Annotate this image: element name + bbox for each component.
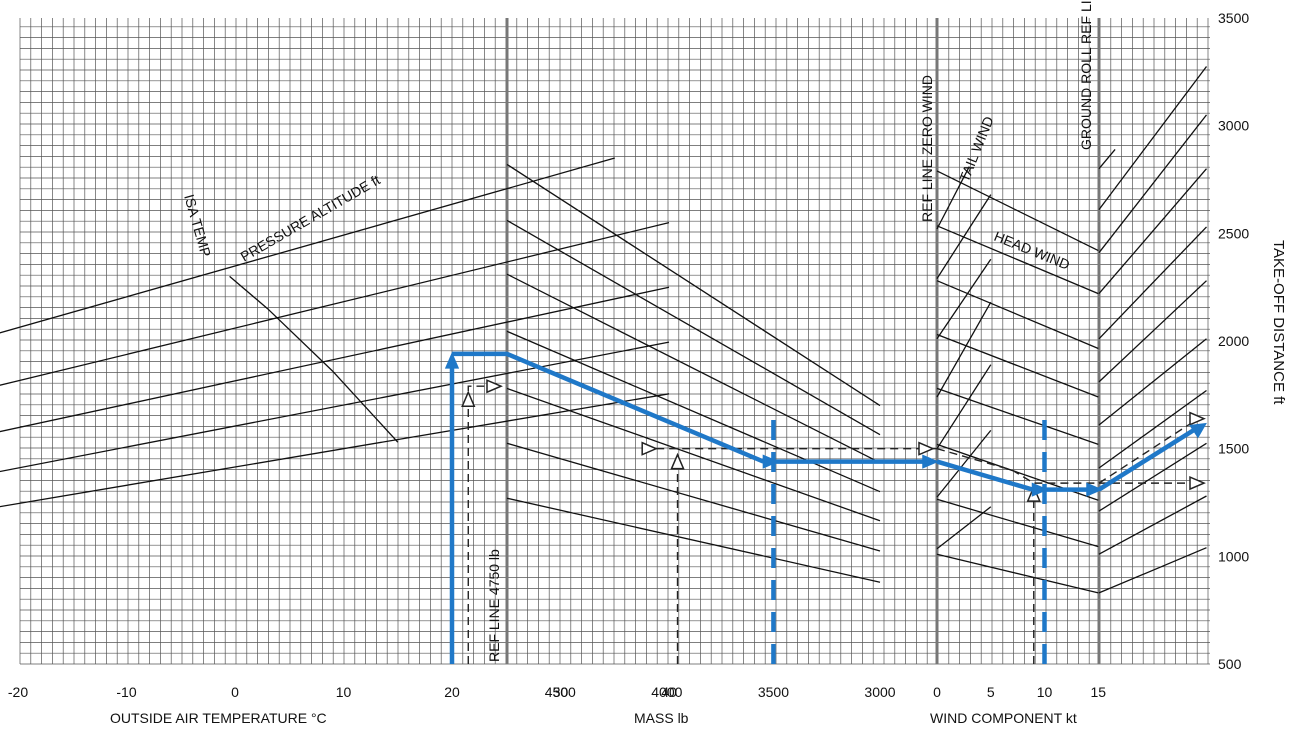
wind-ref-line-label: REF LINE ZERO WIND xyxy=(919,75,935,222)
pressure-altitude-line-8000 xyxy=(0,157,615,334)
ground-roll-line-11 xyxy=(1098,148,1116,170)
distance-tick-2500: 2500 xyxy=(1218,225,1249,241)
ground-roll-line-2 xyxy=(1098,495,1207,555)
mass-axis-title: MASS lb xyxy=(634,710,689,726)
tail-wind-line-1 xyxy=(936,506,992,550)
mass-ref-line-label: REF LINE 4750 lb xyxy=(486,549,502,662)
blue-arrow-final xyxy=(1189,422,1207,439)
mass-guide-line-3 xyxy=(506,387,881,522)
dashed-path-segment-7 xyxy=(1098,420,1196,484)
blue-arrow-wind xyxy=(1031,482,1049,497)
dashed-arrow-temp xyxy=(461,390,476,407)
mass-guide-line-6 xyxy=(506,219,881,436)
head-wind-line-3 xyxy=(936,443,1099,501)
tail-wind-line-4 xyxy=(936,301,992,398)
tail-wind-line-2 xyxy=(936,429,992,498)
temperature-axis-title: OUTSIDE AIR TEMPERATURE °C xyxy=(110,710,327,726)
distance-tick-3500: 3500 xyxy=(1218,10,1249,26)
blue-arrow-temperature xyxy=(444,352,460,369)
mass-tick-4000: 4000 xyxy=(651,684,682,700)
ground-roll-line-3 xyxy=(1098,442,1207,512)
tail-wind-line-7 xyxy=(936,166,970,230)
dashed-arrow-final-upper xyxy=(1189,411,1206,426)
pressure-altitude-line-sl xyxy=(0,393,670,508)
dashed-path-segment-4 xyxy=(936,447,1099,484)
mass-guide-line-2 xyxy=(506,442,881,552)
wind-tick-5: 5 xyxy=(987,684,995,700)
temperature-tick-30: 30 xyxy=(553,684,569,700)
axis-ticks: -40-30-20-100102030404500400035003000051… xyxy=(8,10,1249,700)
tail-wind-line-6 xyxy=(936,194,992,279)
ground-roll-line-7 xyxy=(1098,226,1207,340)
head-wind-line-4 xyxy=(936,387,1099,446)
ground-roll-line-6 xyxy=(1098,280,1207,383)
blue-path-final xyxy=(1097,425,1200,492)
mass-guide-line-4 xyxy=(506,330,881,493)
head-wind-line-5 xyxy=(936,333,1099,398)
pressure-altitude-line-2000 xyxy=(0,341,670,473)
temperature-tick-10: 10 xyxy=(336,684,352,700)
dashed-arrow-wind-ref xyxy=(918,441,935,456)
takeoff-distance-axis-title: TAKE-OFF DISTANCE ft xyxy=(1270,240,1287,405)
distance-tick-1500: 1500 xyxy=(1218,441,1249,457)
grid-lines xyxy=(19,18,1210,665)
panel-dividers xyxy=(505,18,1101,664)
ground-roll-line-9 xyxy=(1098,114,1208,254)
head-wind-line-6 xyxy=(936,280,1099,350)
pressure-altitude-line-4000 xyxy=(0,286,670,433)
isa-temp-line xyxy=(229,275,399,443)
temperature-tick-40: 40 xyxy=(661,684,677,700)
temperature-tick--20: -20 xyxy=(8,684,28,700)
ground-roll-line-4 xyxy=(1098,389,1207,469)
wind-axis-title: WIND COMPONENT kt xyxy=(930,710,1077,726)
mass-tick-3500: 3500 xyxy=(758,684,789,700)
example-paths xyxy=(444,351,1207,664)
temperature-tick-20: 20 xyxy=(444,684,460,700)
wind-tick-15: 15 xyxy=(1090,684,1106,700)
temperature-tick-0: 0 xyxy=(231,684,239,700)
blue-arrow-wind-ref xyxy=(922,454,939,469)
distance-tick-2000: 2000 xyxy=(1218,333,1249,349)
chart-grid xyxy=(19,18,1210,665)
mass-tick-4500: 4500 xyxy=(545,684,576,700)
tail-wind-label: TAIL WIND xyxy=(956,114,997,184)
wind-tick-10: 10 xyxy=(1037,684,1053,700)
pressure-altitude-label: PRESSURE ALTITUDE ft xyxy=(238,171,383,264)
temperature-tick--10: -10 xyxy=(116,684,136,700)
mass-tick-3000: 3000 xyxy=(864,684,895,700)
pressure-altitude-line-6000 xyxy=(0,221,670,386)
blue-arrow-ground-roll xyxy=(1086,482,1103,497)
ground-roll-line-10 xyxy=(1098,66,1208,210)
tail-wind-line-3 xyxy=(936,364,992,450)
dashed-path-segment-1 xyxy=(467,385,497,664)
ground-roll-line-5 xyxy=(1098,338,1207,426)
ground-roll-line-1 xyxy=(1098,547,1207,594)
dashed-arrow-ref xyxy=(486,379,503,394)
tail-wind-line-5 xyxy=(936,258,992,340)
dashed-arrow-final-lower xyxy=(1189,475,1206,491)
ground-roll-line-8 xyxy=(1098,168,1207,295)
blue-arrow-mass xyxy=(762,454,780,469)
head-wind-line-8 xyxy=(936,170,1099,252)
dashed-arrow-mass xyxy=(670,452,685,470)
mass-guide-line-1 xyxy=(506,497,881,583)
distance-tick-500: 500 xyxy=(1218,656,1242,672)
head-wind-line-1 xyxy=(936,553,1099,594)
ground-roll-ref-line-label: GROUND ROLL REF LINE xyxy=(1078,0,1094,150)
chart-curves: SL2000400060008000 xyxy=(0,66,1208,594)
isa-temp-label: ISA TEMP xyxy=(181,192,214,258)
distance-tick-3000: 3000 xyxy=(1218,118,1249,134)
blue-path-mass xyxy=(452,351,765,464)
wind-tick-0: 0 xyxy=(933,684,941,700)
blue-path-wind xyxy=(936,459,1034,492)
dashed-arrow-mass-ref xyxy=(641,441,659,456)
head-wind-line-2 xyxy=(936,498,1099,548)
mass-guide-line-7 xyxy=(506,163,881,407)
distance-tick-1000: 1000 xyxy=(1218,548,1249,564)
mass-guide-line-5 xyxy=(506,273,881,464)
